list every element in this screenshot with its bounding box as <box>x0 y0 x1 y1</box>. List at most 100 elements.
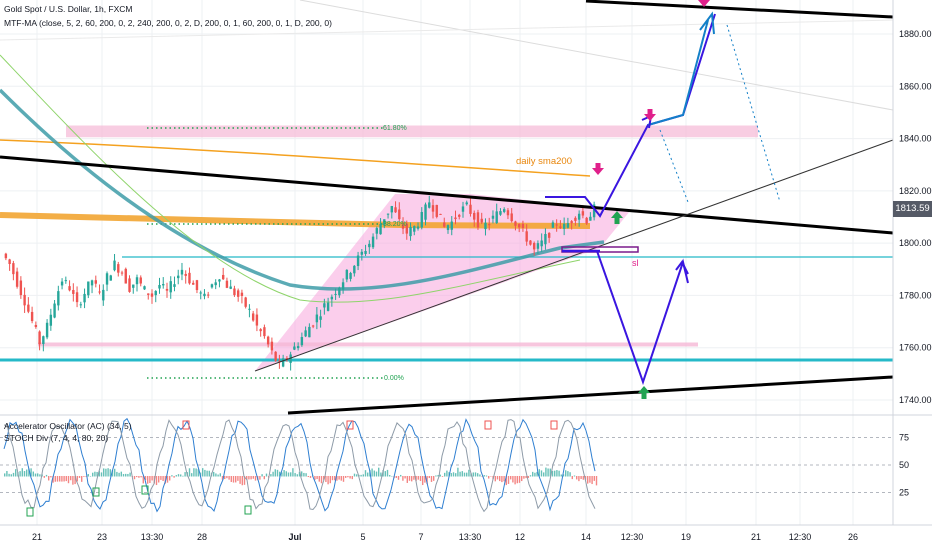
candle-body <box>461 206 465 212</box>
ac-bar <box>228 476 230 480</box>
ac-bar <box>505 476 507 486</box>
ac-bar <box>373 470 375 477</box>
ac-bar <box>532 471 534 477</box>
candle-body <box>536 243 540 249</box>
drawings-layer <box>0 0 894 415</box>
candle-body <box>311 325 315 327</box>
candle-body <box>413 226 416 232</box>
ac-bar <box>70 476 72 481</box>
ac-bar <box>232 476 235 483</box>
stoch-tick-label: 75 <box>899 433 909 443</box>
ac-bar <box>301 471 303 477</box>
ac-bar <box>571 476 573 480</box>
candle-body <box>233 288 236 296</box>
ac-bar <box>239 476 241 484</box>
ac-bar <box>175 475 177 477</box>
ac-bar <box>188 468 191 477</box>
ac-bar <box>32 471 34 477</box>
candle-body <box>177 275 180 279</box>
candle-body <box>263 327 266 337</box>
time-tick-label: 5 <box>360 532 365 542</box>
ac-bar <box>578 476 580 482</box>
candle-body <box>87 281 90 296</box>
ac-bar <box>215 473 217 477</box>
candle-body <box>416 226 420 229</box>
candle-body <box>349 273 352 279</box>
ac-bar <box>490 476 492 477</box>
ac-bar <box>94 471 96 477</box>
candle-body <box>570 221 573 224</box>
indicator-pane <box>0 414 932 517</box>
ac-bar <box>567 471 569 477</box>
ac-bar <box>479 474 481 477</box>
ac-bar <box>92 472 94 477</box>
stoch-div-marker <box>484 420 492 430</box>
stoch-tick-label: 50 <box>899 460 909 470</box>
candle-body <box>30 311 34 322</box>
ac-bar <box>151 476 153 481</box>
candle-body <box>203 293 206 297</box>
time-tick-label: 13:30 <box>141 532 164 542</box>
ac-bar <box>314 476 316 480</box>
ac-bar <box>140 476 142 478</box>
ac-bar <box>428 476 430 479</box>
ac-bar <box>8 473 10 477</box>
teal-ma-line <box>0 88 605 291</box>
time-tick-label: 21 <box>751 532 761 542</box>
dotted-projection <box>726 24 781 203</box>
ac-bar <box>120 471 122 477</box>
candle-body <box>517 224 521 228</box>
ac-bar <box>463 472 466 477</box>
time-tick-label: 12 <box>515 532 525 542</box>
ascending-trendline <box>254 139 894 372</box>
candle-body <box>248 308 251 310</box>
ac-bar <box>21 468 23 477</box>
ac-bar <box>85 476 87 477</box>
ac-bar <box>551 470 554 477</box>
candle-body <box>525 231 528 242</box>
channel-lower-line <box>287 375 894 415</box>
ac-bar <box>593 476 595 481</box>
candle-body <box>75 292 79 303</box>
candle-body <box>334 293 337 295</box>
candle-body <box>94 280 97 284</box>
ac-bar <box>81 476 83 482</box>
ac-bar <box>208 470 210 477</box>
candle-body <box>469 204 472 214</box>
ac-bar <box>206 470 208 477</box>
ac-bar <box>472 472 474 477</box>
ac-bar <box>26 469 28 477</box>
ac-bar <box>518 476 521 483</box>
candle-body <box>341 282 345 290</box>
candle-body <box>8 259 11 264</box>
ac-bar <box>485 475 488 477</box>
ac-bar <box>435 475 437 477</box>
candle-body <box>98 291 101 293</box>
ac-bar <box>450 473 452 477</box>
bullish-projection-path <box>647 19 709 126</box>
ac-bar <box>30 468 32 477</box>
ac-bar <box>149 476 151 484</box>
ac-bar <box>305 473 307 477</box>
ac-bar <box>65 476 67 482</box>
ac-bar <box>59 476 61 482</box>
ac-bar <box>252 476 254 479</box>
ac-bar <box>378 467 380 477</box>
candle-body <box>169 281 172 293</box>
ac-bar <box>587 476 589 484</box>
ac-bar <box>144 476 147 480</box>
candle-body <box>240 292 244 296</box>
ac-bar <box>362 474 364 477</box>
ac-bar <box>83 476 85 477</box>
ac-bar <box>468 469 470 477</box>
ac-bar <box>580 476 582 479</box>
time-tick-label: 12:30 <box>621 532 644 542</box>
ac-bar <box>411 476 413 482</box>
ac-bar <box>419 476 422 481</box>
ac-bar <box>329 476 331 484</box>
ac-bar <box>338 476 340 480</box>
candle-body <box>221 274 225 280</box>
ac-bar <box>477 473 479 477</box>
candle-body <box>592 204 596 218</box>
